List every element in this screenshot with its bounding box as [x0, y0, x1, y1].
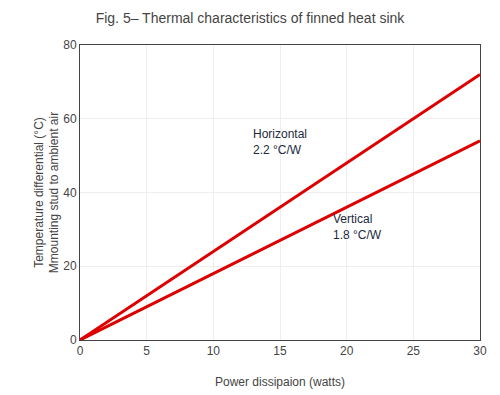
- svg-text:15: 15: [273, 344, 287, 358]
- svg-text:30: 30: [473, 344, 487, 358]
- svg-text:5: 5: [143, 344, 150, 358]
- svg-text:80: 80: [63, 38, 77, 52]
- svg-text:0: 0: [77, 344, 84, 358]
- svg-text:Power dissipaion (watts): Power dissipaion (watts): [215, 375, 345, 389]
- svg-text:Horizontal2.2 °C/W: Horizontal2.2 °C/W: [253, 127, 307, 157]
- svg-text:20: 20: [340, 344, 354, 358]
- svg-text:10: 10: [207, 344, 221, 358]
- svg-text:40: 40: [63, 186, 77, 200]
- svg-text:20: 20: [63, 259, 77, 273]
- svg-text:60: 60: [63, 112, 77, 126]
- svg-text:25: 25: [407, 344, 421, 358]
- svg-text:Vertical1.8 °C/W: Vertical1.8 °C/W: [333, 212, 382, 242]
- svg-text:Fig. 5– Thermal characteristic: Fig. 5– Thermal characteristics of finne…: [96, 10, 406, 26]
- svg-text:0: 0: [70, 333, 77, 347]
- svg-text:Temperature differential (°C)M: Temperature differential (°C)Mmounting s…: [32, 112, 62, 273]
